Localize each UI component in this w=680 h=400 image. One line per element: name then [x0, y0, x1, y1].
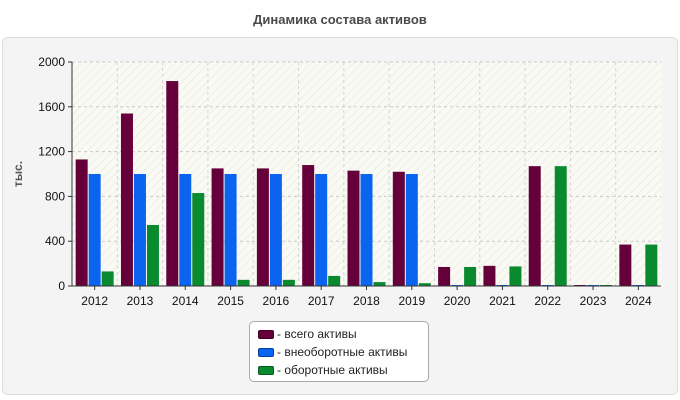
bar-2021-series-2[interactable]	[509, 266, 522, 286]
bar-2012-series-2[interactable]	[101, 271, 114, 286]
x-tick-label: 2023	[580, 294, 607, 308]
bar-2021-series-0[interactable]	[483, 265, 496, 286]
legend: - всего активы - внеоборотные активы - о…	[249, 321, 429, 382]
y-tick-label: 1600	[38, 100, 65, 114]
legend-swatch-total	[258, 329, 274, 339]
y-tick-label: 400	[45, 234, 65, 248]
bar-2024-series-0[interactable]	[619, 244, 632, 286]
x-tick-label: 2014	[172, 294, 199, 308]
bar-2014-series-2[interactable]	[192, 193, 205, 286]
bar-2015-series-0[interactable]	[211, 168, 224, 286]
bar-2019-series-1[interactable]	[405, 174, 418, 286]
x-tick-label: 2021	[489, 294, 516, 308]
x-tick-label: 2013	[127, 294, 154, 308]
legend-item-noncurrent[interactable]: - внеоборотные активы	[258, 343, 428, 361]
bar-2015-series-2[interactable]	[237, 279, 250, 286]
bar-2019-series-0[interactable]	[392, 171, 405, 286]
bar-2017-series-1[interactable]	[315, 174, 328, 286]
legend-swatch-noncurrent	[258, 347, 274, 357]
y-axis-title: тыс.	[11, 161, 25, 187]
chart-title: Динамика состава активов	[253, 12, 427, 27]
bar-2013-series-1[interactable]	[133, 174, 146, 286]
bar-2017-series-2[interactable]	[328, 275, 341, 286]
bar-2013-series-2[interactable]	[146, 224, 159, 286]
bar-2016-series-1[interactable]	[269, 174, 282, 286]
y-tick-label: 1200	[38, 145, 65, 159]
legend-label-total: - всего активы	[277, 327, 357, 341]
bar-2018-series-2[interactable]	[373, 282, 386, 286]
bar-2022-series-2[interactable]	[554, 166, 567, 286]
bar-2012-series-1[interactable]	[88, 174, 101, 286]
x-tick-label: 2018	[353, 294, 380, 308]
legend-item-current[interactable]: - оборотные активы	[258, 361, 428, 379]
x-tick-label: 2015	[217, 294, 244, 308]
bar-2016-series-0[interactable]	[256, 168, 269, 286]
bar-2020-series-2[interactable]	[464, 266, 477, 286]
bar-2012-series-0[interactable]	[75, 159, 88, 286]
x-tick-label: 2019	[398, 294, 425, 308]
x-tick-label: 2012	[81, 294, 108, 308]
legend-label-current: - оборотные активы	[277, 363, 388, 377]
bar-2022-series-0[interactable]	[528, 166, 541, 286]
x-tick-label: 2020	[444, 294, 471, 308]
y-tick-label: 800	[45, 189, 65, 203]
legend-item-total[interactable]: - всего активы	[258, 325, 428, 343]
bar-2015-series-1[interactable]	[224, 174, 237, 286]
x-tick-label: 2017	[308, 294, 335, 308]
y-tick-label: 0	[58, 279, 65, 293]
x-tick-label: 2022	[534, 294, 561, 308]
bar-2018-series-0[interactable]	[347, 170, 360, 286]
bar-2019-series-2[interactable]	[418, 283, 431, 286]
bar-2016-series-2[interactable]	[282, 279, 295, 286]
bar-2018-series-1[interactable]	[360, 174, 373, 286]
bar-2017-series-0[interactable]	[302, 165, 315, 286]
legend-label-noncurrent: - внеоборотные активы	[277, 345, 408, 359]
bar-2014-series-1[interactable]	[179, 174, 192, 286]
bar-2014-series-0[interactable]	[166, 81, 179, 286]
legend-swatch-current	[258, 365, 274, 375]
bar-2013-series-0[interactable]	[120, 113, 133, 287]
x-tick-label: 2016	[263, 294, 290, 308]
bar-2024-series-2[interactable]	[645, 244, 658, 286]
bar-2020-series-0[interactable]	[438, 266, 451, 286]
x-tick-label: 2024	[625, 294, 652, 308]
y-tick-label: 2000	[38, 55, 65, 69]
